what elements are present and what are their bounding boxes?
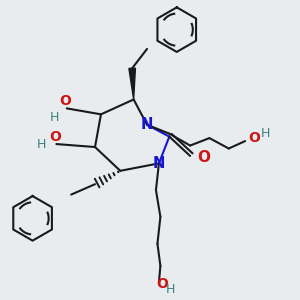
Text: O: O	[248, 131, 260, 145]
Text: H: H	[37, 138, 46, 151]
Polygon shape	[129, 68, 135, 100]
Text: H: H	[166, 283, 176, 296]
Text: N: N	[153, 156, 165, 171]
Text: O: O	[59, 94, 71, 108]
Text: N: N	[141, 117, 153, 132]
Text: H: H	[50, 111, 60, 124]
Text: H: H	[261, 127, 271, 140]
Text: O: O	[156, 277, 168, 291]
Text: O: O	[49, 130, 61, 144]
Text: O: O	[197, 150, 210, 165]
